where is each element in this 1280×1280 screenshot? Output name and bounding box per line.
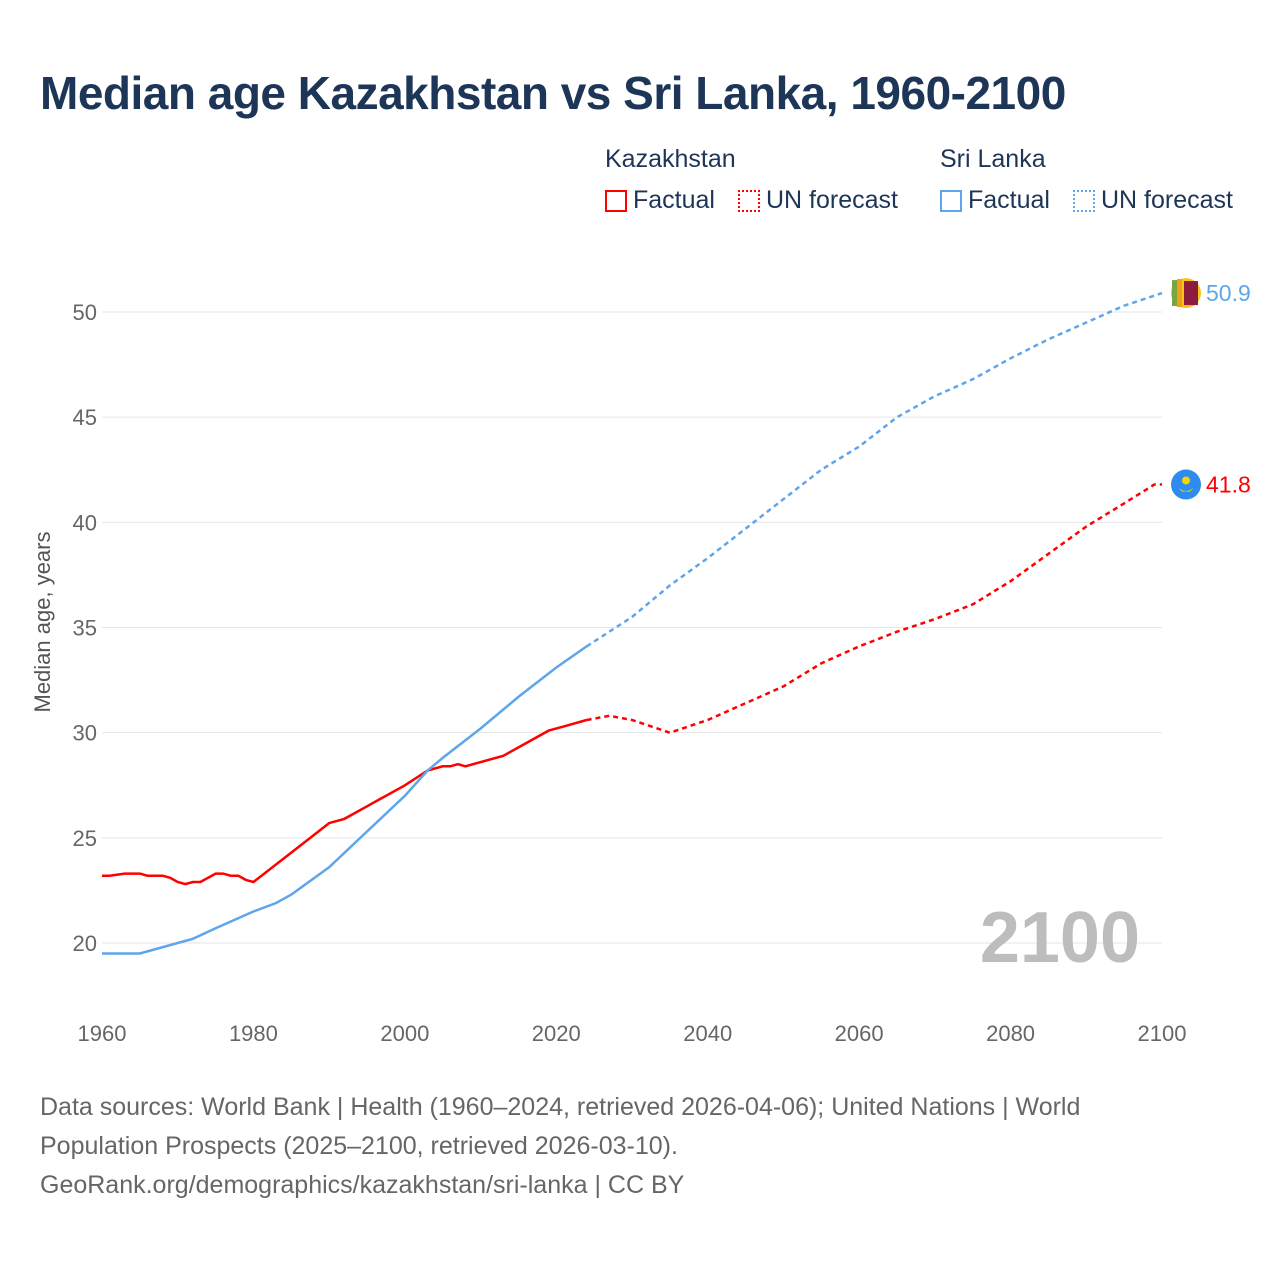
x-tick-label: 2060 [835,1021,884,1046]
series-sri-lanka-forecast [585,291,1163,648]
legend-kazakhstan-forecast[interactable]: UN forecast [738,186,898,215]
x-tick-label: 2100 [1138,1021,1187,1046]
legend-label: Factual [968,186,1050,214]
legend-group-kazakhstan: Kazakhstan [605,145,736,173]
x-tick-label: 2020 [532,1021,581,1046]
legend-label: UN forecast [1101,186,1233,214]
legend-kazakhstan-factual[interactable]: Factual [605,186,715,215]
footer-link[interactable]: GeoRank.org/demographics/kazakhstan/sri-… [40,1171,685,1199]
footer-line: Data sources: World Bank | Health (1960–… [40,1093,1081,1121]
x-tick-label: 2000 [380,1021,429,1046]
series-sri-lanka-factual [102,645,588,955]
chart-title: Median age Kazakhstan vs Sri Lanka, 1960… [40,67,1066,119]
year-watermark: 2100 [980,898,1140,978]
end-value-label-sri-lanka: 50.9 [1206,280,1251,306]
legend-swatch-dotted [1073,189,1095,212]
flag-sri-lanka-icon [1171,278,1201,309]
legend-label: Factual [633,186,715,214]
y-tick-label: 50 [73,300,97,325]
legend-group-sri-lanka: Sri Lanka [940,145,1046,173]
series-kazakhstan-factual [102,718,587,886]
x-tick-label: 2040 [683,1021,732,1046]
footer-line: Population Prospects (2025–2100, retriev… [40,1132,678,1160]
y-tick-label: 25 [73,826,97,851]
legend-label: UN forecast [766,186,898,214]
x-tick-label: 2080 [986,1021,1035,1046]
end-value-label-kazakhstan: 41.8 [1206,471,1251,497]
y-tick-label: 30 [73,721,97,746]
y-tick-label: 35 [73,616,97,641]
x-tick-label: 1960 [78,1021,127,1046]
legend-swatch-dotted [738,189,760,212]
y-tick-label: 40 [73,510,97,535]
legend-swatch-solid [940,189,962,212]
series-kazakhstan-forecast [586,483,1162,735]
legend-swatch-solid [605,189,627,212]
footer-sources: Data sources: World Bank | Health (1960–… [40,1088,1190,1205]
y-axis-label: Median age, years [30,532,55,713]
x-tick-label: 1980 [229,1021,278,1046]
y-tick-label: 20 [73,931,97,956]
flag-kazakhstan-icon [1171,469,1201,500]
y-tick-label: 45 [73,405,97,430]
legend-sri-lanka-factual[interactable]: Factual [940,186,1050,215]
legend-sri-lanka-forecast[interactable]: UN forecast [1073,186,1233,215]
